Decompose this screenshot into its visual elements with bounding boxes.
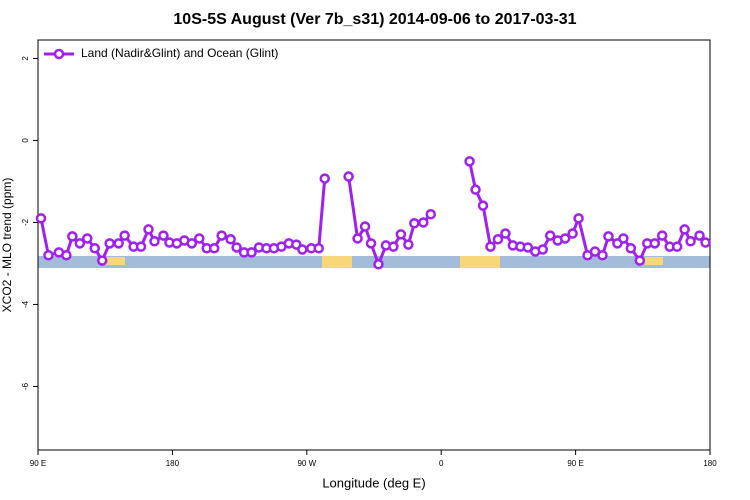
data-point: [403, 239, 414, 250]
data-point: [425, 209, 436, 220]
data-point: [464, 156, 475, 167]
data-point: [67, 231, 78, 242]
data-point: [319, 173, 330, 184]
data-point: [352, 233, 363, 244]
data-point: [313, 243, 324, 254]
data-point: [61, 250, 72, 261]
data-point: [618, 233, 629, 244]
data-point: [409, 218, 420, 229]
data-point: [89, 243, 100, 254]
data-point: [104, 238, 115, 249]
data-point: [231, 242, 242, 253]
data-point: [96, 255, 108, 266]
y-axis-label: XCO2 - MLO trend (ppm): [0, 178, 14, 313]
data-point: [573, 213, 584, 224]
y-tick-label: -6: [21, 382, 30, 390]
data-point: [559, 233, 571, 244]
data-point: [634, 255, 646, 266]
x-tick-label: 90 E: [30, 459, 46, 468]
data-point: [694, 230, 705, 241]
data-point: [544, 230, 556, 241]
data-point: [143, 224, 154, 235]
data-point: [216, 230, 227, 241]
data-point: [225, 234, 236, 245]
data-point: [537, 244, 548, 255]
data-point: [158, 230, 169, 241]
data-point: [522, 242, 534, 253]
y-tick-label: -4: [21, 300, 30, 308]
x-tick-label: 0: [439, 459, 444, 468]
data-point: [685, 236, 696, 247]
data-point: [470, 184, 481, 195]
x-axis-label: Longitude (deg E): [322, 475, 425, 490]
chart-title: 10S-5S August (Ver 7b_s31) 2014-09-06 to…: [173, 11, 576, 28]
legend-marker: [53, 48, 65, 60]
data-point: [74, 238, 86, 249]
data-point: [395, 229, 407, 240]
data-point: [485, 241, 496, 252]
data-point: [43, 250, 54, 261]
data-point: [603, 231, 614, 242]
data-point: [671, 241, 683, 252]
data-point: [625, 243, 637, 254]
x-tick-label: 180: [703, 459, 717, 468]
data-point: [359, 221, 371, 232]
data-point: [113, 238, 124, 249]
data-point: [365, 238, 377, 249]
data-point: [208, 243, 220, 254]
data-point: [700, 237, 711, 248]
data-point: [492, 234, 504, 245]
x-tick-label: 90 E: [567, 459, 583, 468]
data-point: [35, 213, 47, 224]
data-point: [194, 233, 205, 244]
data-point: [343, 171, 354, 182]
data-point: [246, 247, 257, 258]
data-point: [567, 228, 578, 239]
data-point: [297, 244, 308, 255]
legend-label: Land (Nadir&Glint) and Ocean (Glint): [81, 46, 278, 60]
data-point: [500, 228, 511, 239]
y-tick-label: 0: [21, 138, 30, 143]
data-point: [656, 230, 668, 241]
x-tick-label: 180: [166, 459, 180, 468]
y-tick-label: -2: [21, 218, 30, 226]
data-point: [149, 236, 160, 247]
data-point: [119, 230, 130, 241]
y-tick-label: 2: [21, 56, 30, 61]
data-point: [477, 200, 489, 211]
data-point: [82, 233, 93, 244]
data-point: [597, 250, 608, 261]
data-point: [373, 259, 384, 270]
data-point: [135, 241, 147, 252]
data-point: [649, 238, 660, 249]
data-point: [388, 241, 399, 252]
x-tick-label: 90 W: [297, 459, 316, 468]
data-point: [418, 217, 429, 228]
data-point: [679, 224, 690, 235]
data-point: [186, 238, 198, 249]
